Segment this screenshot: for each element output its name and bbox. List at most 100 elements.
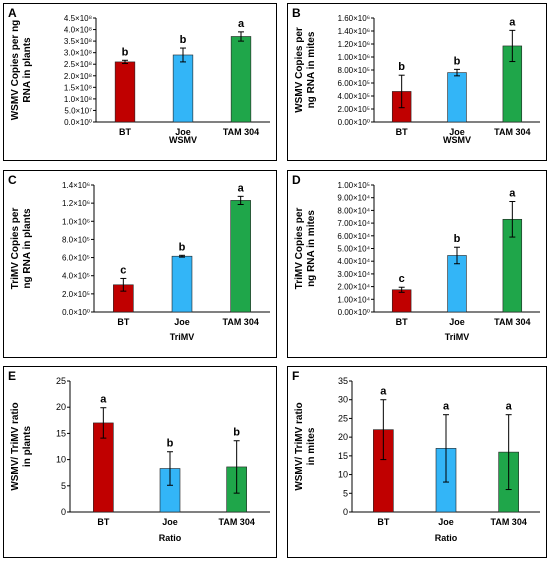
x-axis-title: Ratio	[159, 533, 182, 543]
panel-f: F 0 5 10 15 20 25 30 35 a BT a Joe a TAM 304 Ratio WSMV…	[287, 366, 547, 558]
y-axis-title-line: ng RNA in plants	[22, 208, 33, 289]
y-tick-label: 1.00×10⁵	[338, 181, 370, 190]
significance-letter: b	[122, 46, 129, 58]
y-tick-label: 0	[343, 507, 348, 517]
y-tick-label: 5	[61, 481, 66, 491]
y-tick-label: 2.5×10⁸	[64, 60, 92, 69]
y-axis-title-line: WSMV Copies per	[294, 27, 305, 113]
y-tick-label: 4.00×10⁴	[337, 257, 370, 266]
y-axis-title: TriMV Copies per ng RNA in mites	[294, 208, 317, 290]
significance-letter: c	[399, 273, 405, 285]
y-tick-label: 0	[61, 507, 66, 517]
y-axis-title: WSMV Copies per ng RNA in mites	[294, 27, 317, 113]
bar-joe	[171, 255, 193, 313]
y-tick-label: 10	[338, 470, 348, 480]
y-axis-title-line: ng RNA in mites	[306, 31, 317, 108]
significance-letter: b	[454, 55, 461, 67]
x-axis-title: Ratio	[435, 533, 458, 543]
y-tick-label: 1.0×10⁶	[62, 217, 90, 226]
x-axis-title: WSMV	[169, 135, 197, 145]
significance-letter: b	[179, 241, 186, 253]
y-tick-label: 8.00×10⁴	[337, 206, 370, 215]
y-axis-title-line: WSMV/ TriMV ratio	[10, 402, 21, 490]
x-tick-label: TAM 304	[494, 127, 530, 137]
y-tick-label: 10	[56, 455, 66, 465]
panel-label-b: B	[292, 6, 301, 20]
x-tick-label: TAM 304	[223, 127, 259, 137]
y-axis-title-line: WSMV Copies per ng	[10, 20, 21, 121]
y-tick-label: 35	[338, 376, 348, 386]
y-tick-label: 3.5×10⁸	[64, 37, 92, 46]
y-tick-label: 30	[338, 395, 348, 405]
significance-letter: a	[509, 188, 516, 200]
x-tick-label: TAM 304	[218, 517, 254, 527]
y-tick-label: 1.5×10⁸	[64, 83, 92, 92]
y-tick-label: 1.0×10⁸	[64, 95, 92, 104]
y-tick-label: 8.00×10⁵	[338, 66, 370, 75]
bar-joe	[447, 72, 467, 123]
panel-e: E 0 5 10 15 20 25 a BT b Joe b TAM 304 Ratio WSMV/ Tr…	[3, 366, 277, 558]
x-tick-label: TAM 304	[494, 317, 530, 327]
x-tick-label: BT	[119, 127, 131, 137]
significance-letter: b	[167, 438, 174, 450]
y-tick-label: 3.00×10⁴	[337, 270, 370, 279]
bar-bt	[391, 289, 412, 313]
significance-letter: a	[506, 401, 513, 413]
y-tick-label: 1.4×10⁶	[62, 181, 90, 190]
x-tick-label: BT	[377, 517, 389, 527]
y-tick-label: 0.00×10⁰	[338, 118, 370, 127]
y-tick-label: 4.00×10⁵	[338, 92, 370, 101]
significance-letter: a	[238, 182, 245, 194]
significance-letter: b	[180, 34, 187, 46]
y-tick-label: 6.00×10⁵	[338, 79, 370, 88]
x-tick-label: Joe	[438, 517, 454, 527]
y-tick-label: 25	[338, 413, 348, 423]
y-tick-label: 5.0×10⁷	[64, 106, 92, 115]
y-tick-label: 0.0×10⁰	[64, 118, 92, 127]
chart-c: 0.0×10⁰ 2.0×10⁵ 4.0×10⁵ 6.0×10⁵ 8.0×10⁵ 1.0×1…	[10, 181, 270, 342]
x-tick-label: BT	[117, 317, 129, 327]
y-tick-label: 8.0×10⁵	[62, 235, 90, 244]
panel-c: C 0.0×10⁰ 2.0×10⁵ 4.0×10⁵ 6.0×10⁵ 8.0×10⁵ 1.0…	[3, 170, 277, 358]
chart-a: 0.0×10⁰ 5.0×10⁷ 1.0×10⁸ 1.5×10⁸ 2.0×10⁸ 2.5×1…	[10, 14, 270, 145]
bar-joe	[172, 54, 194, 123]
significance-letter: b	[454, 233, 461, 245]
x-tick-label: BT	[396, 127, 408, 137]
bar-bt	[114, 61, 136, 123]
x-axis-title: TriMV	[170, 332, 195, 342]
y-tick-label: 0.0×10⁰	[62, 308, 90, 317]
y-tick-label: 7.00×10⁴	[337, 219, 370, 228]
y-tick-label: 5.00×10⁴	[337, 245, 370, 254]
y-tick-label: 4.0×10⁵	[62, 272, 90, 281]
y-tick-label: 2.00×10⁴	[337, 283, 370, 292]
panel-label-e: E	[8, 369, 17, 383]
panel-label-d: D	[292, 173, 301, 187]
y-tick-label: 0.00×10⁰	[338, 308, 370, 317]
panel-label-f: F	[292, 369, 300, 383]
y-tick-label: 1.20×10⁶	[338, 40, 370, 49]
x-tick-label: Joe	[174, 317, 190, 327]
panel-label-a: A	[8, 6, 17, 20]
significance-letter: a	[380, 386, 387, 398]
chart-d: 0.00×10⁰ 1.00×10⁴ 2.00×10⁴ 3.00×10⁴ 4.00×10⁴…	[294, 181, 540, 342]
significance-letter: a	[100, 394, 107, 406]
x-tick-label: Joe	[449, 317, 465, 327]
x-tick-label: Joe	[449, 127, 465, 137]
y-axis-title-line: ng RNA in mites	[306, 210, 317, 287]
y-tick-label: 20	[56, 402, 66, 412]
significance-letter: a	[509, 16, 516, 28]
y-axis-title: WSMV/ TriMV ratio in mites	[294, 402, 317, 490]
y-axis-title-line: WSMV/ TriMV ratio	[294, 402, 305, 490]
y-axis-title-line: in mites	[306, 427, 317, 465]
y-tick-label: 6.00×10⁴	[337, 232, 370, 241]
chart-f: 0 5 10 15 20 25 30 35 a BT a Joe a TAM 304 Ratio WSMV/ …	[294, 376, 540, 543]
y-tick-label: 2.0×10⁸	[64, 72, 92, 81]
y-axis-title: WSMV/ TriMV ratio in plants	[10, 402, 33, 490]
y-axis-title: TriMV Copies per ng RNA in plants	[10, 208, 33, 290]
x-tick-label: Joe	[175, 127, 191, 137]
y-tick-label: 15	[338, 451, 348, 461]
chart-e: 0 5 10 15 20 25 a BT b Joe b TAM 304 Ratio WSMV/ TriM…	[10, 376, 270, 543]
x-tick-label: BT	[396, 317, 408, 327]
significance-letter: a	[443, 401, 450, 413]
y-axis-title: WSMV Copies per ng RNA in plants	[10, 20, 33, 121]
